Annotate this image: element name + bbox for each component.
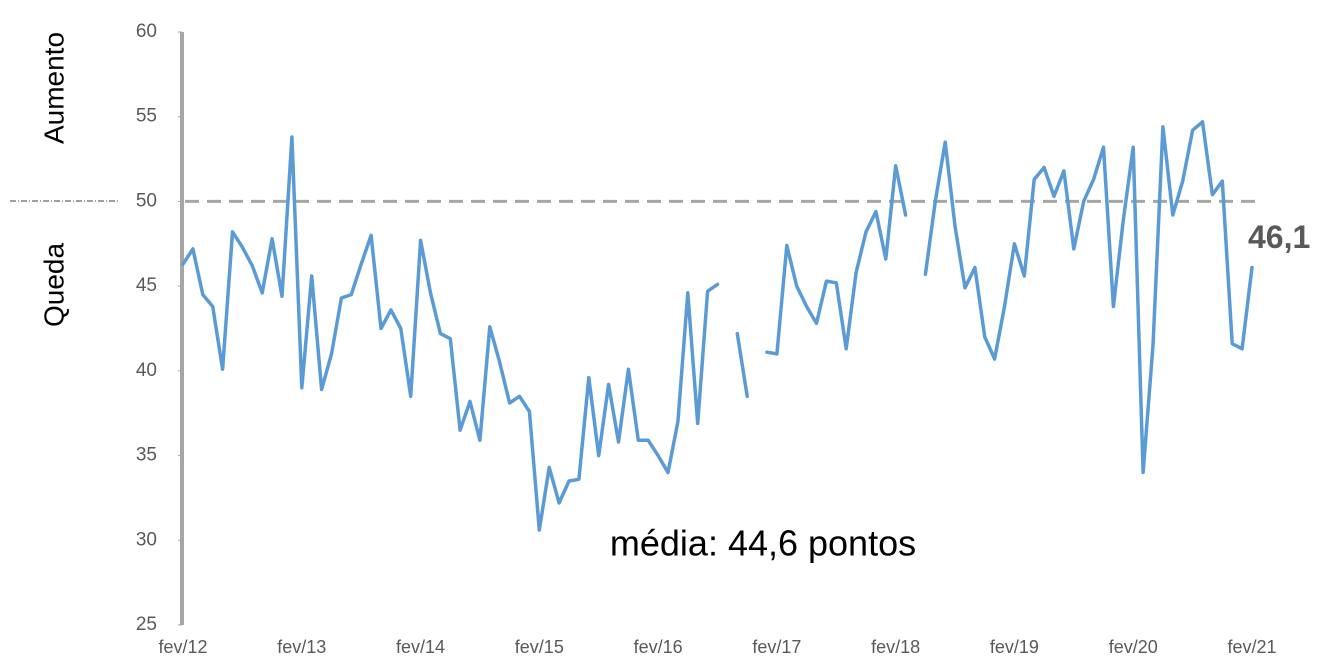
y-tick-label: 35 (136, 445, 157, 466)
x-tick-label: fev/15 (515, 637, 564, 657)
x-tick-label: fev/17 (752, 637, 801, 657)
data-label: 46,1 (1248, 219, 1310, 255)
x-tick-label: fev/21 (1227, 637, 1276, 657)
y-tick-label: 45 (136, 275, 157, 296)
lower-label: Queda (38, 243, 69, 327)
y-tick-label: 25 (136, 614, 157, 635)
y-tick-label: 50 (136, 190, 157, 211)
x-tick-label: fev/20 (1109, 637, 1158, 657)
upper-label: Aumento (38, 32, 69, 144)
annotation: média: 44,6 pontos (610, 523, 916, 564)
x-tick-label: fev/13 (277, 637, 326, 657)
x-tick-label: fev/19 (990, 637, 1039, 657)
y-tick-label: 30 (136, 529, 157, 550)
x-tick-label: fev/16 (634, 637, 683, 657)
y-tick-label: 60 (136, 21, 157, 42)
y-tick-label: 40 (136, 360, 157, 381)
x-tick-label: fev/14 (396, 637, 445, 657)
x-tick-label: fev/12 (158, 637, 207, 657)
y-tick-label: 55 (136, 106, 157, 127)
line (181, 120, 1254, 532)
x-tick-label: fev/18 (871, 637, 920, 657)
